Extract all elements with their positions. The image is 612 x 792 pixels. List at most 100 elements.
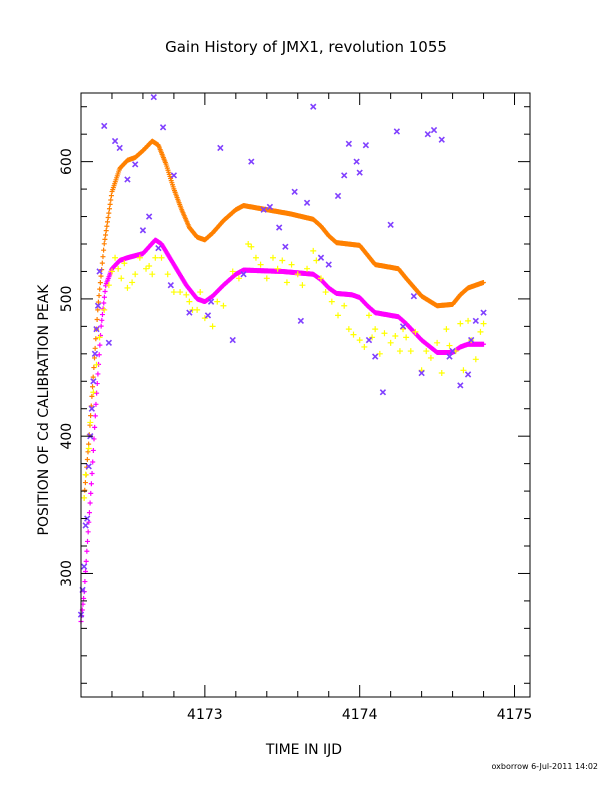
series-0-point bbox=[108, 193, 114, 199]
y-axis-label-group: POSITION OF Cd CALIBRATION PEAK bbox=[36, 284, 52, 536]
series-3-point bbox=[186, 309, 193, 316]
series-3-point bbox=[362, 141, 370, 149]
series-0-point bbox=[97, 280, 103, 286]
series-0-point bbox=[108, 197, 114, 203]
series-2-point bbox=[183, 291, 190, 298]
series-3-point bbox=[82, 522, 89, 529]
series-2-point bbox=[245, 241, 252, 247]
series-2-point bbox=[313, 257, 320, 264]
series-3-point bbox=[266, 203, 274, 211]
series-2-point bbox=[299, 282, 306, 289]
series-2-point bbox=[112, 254, 119, 261]
series-3-point bbox=[167, 282, 174, 289]
series-1-point bbox=[99, 312, 105, 318]
series-2-point bbox=[350, 331, 357, 338]
series-2-point bbox=[294, 271, 301, 278]
series-3-point bbox=[80, 563, 88, 570]
series-3-point bbox=[449, 347, 456, 355]
series-2-point bbox=[124, 284, 131, 291]
series-2-point bbox=[472, 356, 479, 363]
y-tick-label: 300 bbox=[59, 560, 75, 587]
series-1-point bbox=[88, 481, 94, 487]
series-3-point bbox=[379, 389, 387, 396]
series-0-point bbox=[105, 215, 111, 221]
series-0-point bbox=[92, 355, 98, 361]
series-2-point bbox=[115, 265, 122, 272]
series-3-point bbox=[472, 317, 479, 325]
series-1-point bbox=[87, 500, 93, 506]
series-2-point bbox=[396, 348, 403, 355]
y-tick-label: 600 bbox=[59, 148, 75, 175]
series-0-point bbox=[90, 374, 96, 380]
series-3-point bbox=[393, 128, 401, 135]
series-0-point bbox=[82, 487, 88, 493]
y-tick-label: 500 bbox=[59, 286, 75, 313]
series-3-point bbox=[90, 378, 97, 385]
series-2-point bbox=[132, 271, 139, 278]
series-0-point bbox=[96, 293, 102, 299]
series-2-point bbox=[149, 271, 156, 278]
series-3-point bbox=[124, 176, 131, 183]
series-1-point bbox=[86, 510, 92, 516]
series-3-point bbox=[430, 126, 438, 134]
series-3-point bbox=[317, 254, 325, 261]
series-2-point bbox=[101, 306, 108, 313]
series-2-point bbox=[136, 254, 143, 261]
series-2-point bbox=[81, 494, 88, 501]
series-0-point bbox=[85, 449, 91, 455]
series-0-point bbox=[94, 317, 100, 322]
series-2-point bbox=[170, 289, 177, 296]
series-2-point bbox=[85, 445, 92, 452]
series-3-point bbox=[217, 144, 224, 152]
series-2-point bbox=[146, 262, 153, 269]
series-0-point bbox=[82, 480, 88, 486]
series-0-point bbox=[97, 286, 103, 292]
y-axis-label: POSITION OF Cd CALIBRATION PEAK bbox=[36, 284, 52, 536]
series-1-point bbox=[481, 341, 487, 347]
tick-layer: 4173 4174 4175 300 400 500 600 bbox=[59, 93, 532, 723]
series-2-point bbox=[274, 265, 281, 272]
x-tick-label: 4174 bbox=[342, 707, 378, 723]
series-1-point bbox=[98, 323, 104, 329]
series-2-point bbox=[283, 279, 290, 286]
series-0-point bbox=[91, 365, 97, 371]
series-0-point bbox=[106, 210, 112, 216]
series-2-point bbox=[108, 268, 115, 275]
series-3-point bbox=[438, 136, 445, 143]
series-0-point bbox=[92, 345, 98, 351]
series-0-point bbox=[107, 201, 113, 207]
series-1-point bbox=[84, 548, 90, 554]
series-1-point bbox=[95, 371, 101, 377]
series-2-point bbox=[465, 317, 472, 324]
series-2-point bbox=[369, 334, 376, 341]
series-2-point bbox=[335, 312, 342, 319]
series-3-point bbox=[372, 353, 379, 360]
series-3-point bbox=[353, 158, 360, 165]
series-3-point bbox=[94, 302, 102, 309]
series-0-point bbox=[99, 260, 105, 266]
series-0-point bbox=[95, 299, 101, 305]
series-2-point bbox=[87, 419, 94, 426]
series-3-point bbox=[155, 244, 162, 252]
series-3-point bbox=[240, 271, 247, 278]
series-1-point bbox=[94, 390, 100, 396]
series-1-point bbox=[102, 288, 108, 294]
series-3-point bbox=[207, 298, 215, 305]
series-2-point bbox=[214, 298, 221, 305]
series-2-point bbox=[288, 261, 295, 268]
series-3-point bbox=[325, 261, 332, 268]
series-2-point bbox=[457, 320, 464, 327]
plot-frame bbox=[80, 92, 531, 698]
series-2-point bbox=[381, 330, 388, 337]
series-3-point bbox=[464, 371, 472, 378]
series-0-point bbox=[103, 232, 109, 238]
series-2-point bbox=[209, 323, 216, 330]
series-1-point bbox=[99, 317, 105, 323]
series-3-point bbox=[297, 317, 305, 325]
series-2-point bbox=[158, 254, 165, 261]
series-2-point bbox=[279, 257, 286, 264]
series-1-point bbox=[88, 490, 94, 496]
series-2-point bbox=[427, 354, 434, 361]
series-3-point bbox=[116, 144, 123, 152]
